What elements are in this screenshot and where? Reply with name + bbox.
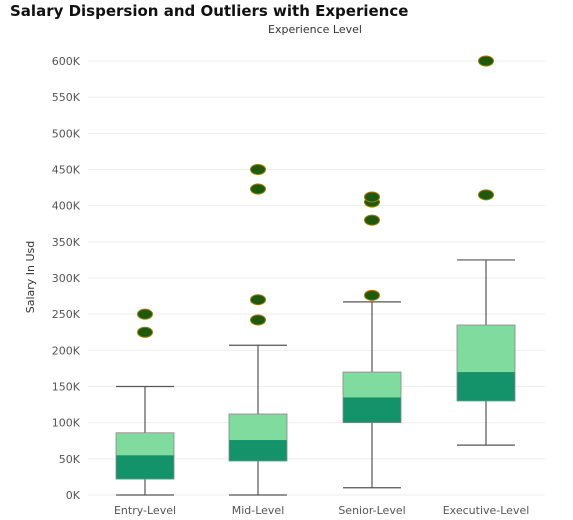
chart-title: Salary Dispersion and Outliers with Expe… (10, 2, 409, 20)
x-category-label: Entry-Level (114, 504, 176, 517)
box-entry-level (115, 308, 175, 496)
y-tick-label: 600K (52, 55, 81, 68)
outlier-point (250, 294, 266, 306)
outlier-point (364, 289, 380, 301)
outlier-point (250, 164, 266, 175)
box-lower-half (343, 397, 401, 423)
y-axis-ticks: 0K 50K 100K 150K 200K 250K 300K 350K 400K 450K 500… (52, 55, 81, 502)
x-category-label: Executive-Level (443, 504, 530, 517)
x-category-label: Senior-Level (338, 504, 405, 517)
x-axis-categories: Entry-Level Mid-Level Senior-Level Executiv… (114, 504, 529, 517)
outlier-point (250, 183, 266, 195)
box-senior-level (342, 191, 402, 489)
gridlines (88, 60, 545, 496)
x-category-label: Mid-Level (232, 504, 285, 517)
box-lower-half (116, 455, 174, 480)
y-tick-label: 550K (52, 91, 81, 104)
box-mid-level (228, 164, 288, 496)
box-outline (456, 324, 516, 402)
y-tick-label: 100K (52, 417, 81, 430)
y-tick-label: 150K (52, 381, 81, 394)
outlier-point (364, 214, 380, 226)
box-outline (342, 371, 402, 424)
box-series (115, 55, 516, 496)
outlier-point (137, 326, 153, 338)
y-tick-label: 500K (52, 127, 81, 140)
box-upper-half (229, 413, 287, 441)
y-tick-label: 400K (52, 200, 81, 213)
box-outline (228, 413, 288, 462)
box-upper-half (116, 432, 174, 456)
box-executive-level (456, 55, 516, 446)
outlier-point (137, 308, 153, 320)
outlier-point (364, 191, 380, 203)
y-tick-label: 450K (52, 164, 81, 177)
y-tick-label: 200K (52, 344, 81, 357)
box-lower-half (457, 372, 515, 401)
y-axis-label: Salary In Usd (24, 241, 37, 314)
box-upper-half (343, 372, 401, 398)
outlier-point (478, 189, 494, 201)
y-tick-label: 300K (52, 272, 81, 285)
outlier-point (478, 55, 494, 67)
chart-subtitle: Experience Level (268, 23, 362, 36)
box-lower-half (229, 440, 287, 462)
box-outline (115, 432, 175, 480)
outlier-point (250, 314, 266, 326)
y-tick-label: 250K (52, 308, 81, 321)
y-tick-label: 50K (59, 453, 81, 466)
y-tick-label: 350K (52, 236, 81, 249)
y-tick-label: 0K (66, 489, 81, 502)
box-upper-half (457, 325, 515, 373)
